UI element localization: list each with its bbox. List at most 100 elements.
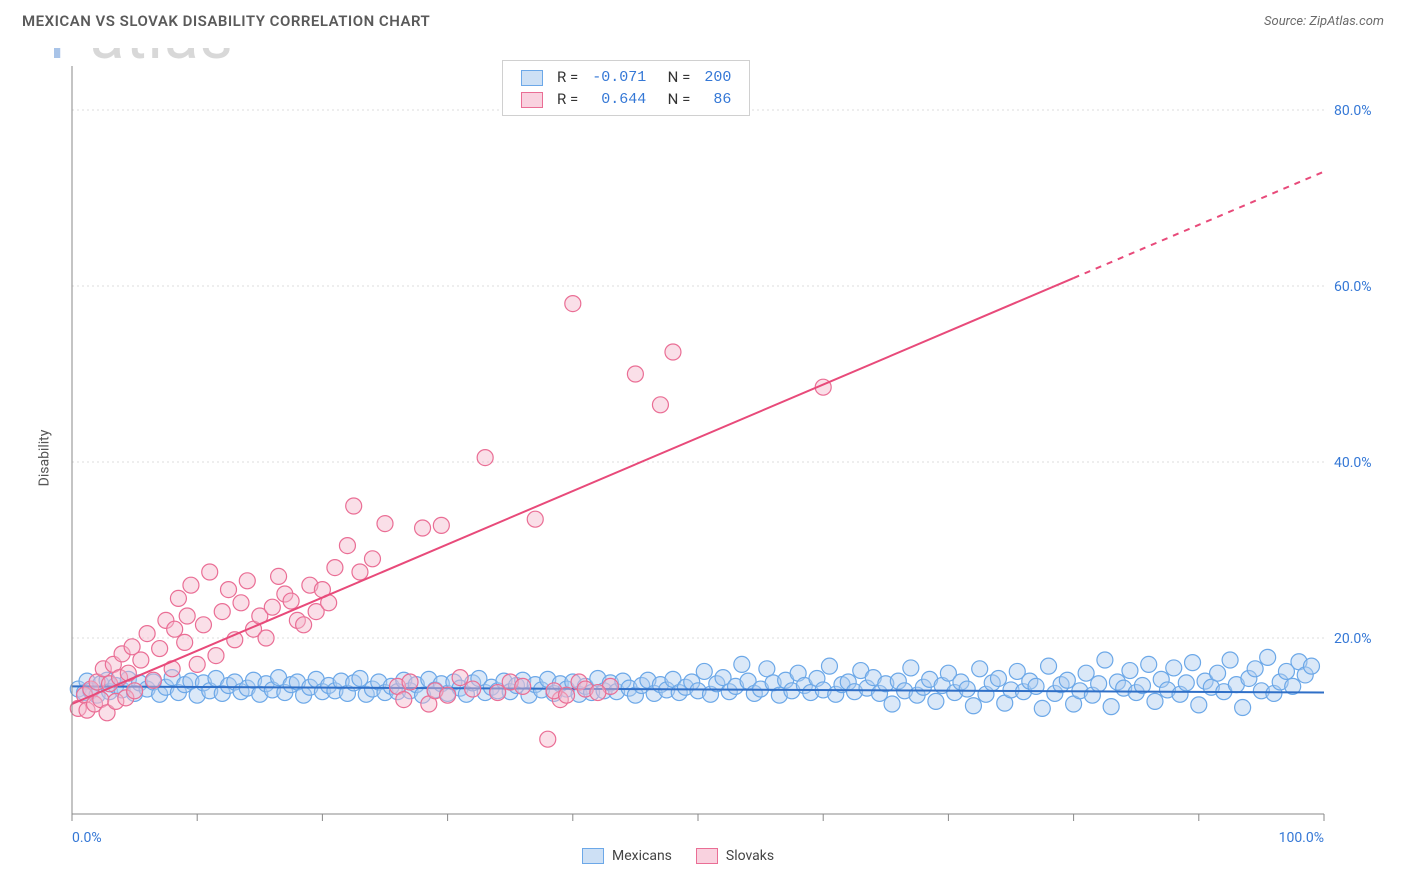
data-point (1260, 649, 1276, 665)
data-point (239, 573, 255, 589)
chart-container: Disability 20.0%40.0%60.0%80.0%0.0%100.0… (22, 48, 1384, 868)
data-point (221, 582, 237, 598)
data-point (214, 604, 230, 620)
legend-row: R =-0.071 N =200 (515, 67, 737, 87)
data-point (327, 560, 343, 576)
legend-n-value: 86 (698, 89, 737, 109)
scatter-plot: 20.0%40.0%60.0%80.0%0.0%100.0% ZIPatlas (54, 48, 1384, 868)
data-point (1303, 658, 1319, 674)
data-point (377, 516, 393, 532)
series-legend: Mexicans Slovaks (582, 848, 774, 864)
legend-swatch (521, 92, 543, 108)
legend-n-label: N = (654, 89, 696, 109)
data-point (145, 672, 161, 688)
data-point (665, 344, 681, 360)
data-point (627, 366, 643, 382)
legend-r-label: R = (551, 89, 584, 109)
data-point (559, 687, 575, 703)
x-min-label: 0.0% (72, 830, 102, 846)
data-point (1178, 675, 1194, 691)
legend-r-label: R = (551, 67, 584, 87)
legend-n-value: 200 (698, 67, 737, 87)
data-point (264, 599, 280, 615)
data-point (1210, 665, 1226, 681)
data-point (696, 663, 712, 679)
legend-swatch (582, 848, 604, 864)
data-point (139, 626, 155, 642)
data-point (177, 634, 193, 650)
chart-title: MEXICAN VS SLOVAK DISABILITY CORRELATION… (22, 12, 430, 30)
chart-header: MEXICAN VS SLOVAK DISABILITY CORRELATION… (0, 0, 1406, 38)
data-point (1222, 652, 1238, 668)
legend-row: R =0.644 N =86 (515, 89, 737, 109)
data-point (402, 674, 418, 690)
data-point (296, 617, 312, 633)
data-point (440, 687, 456, 703)
correlation-legend: R =-0.071 N =200R =0.644 N =86 (502, 60, 750, 116)
data-point (152, 641, 168, 657)
data-point (959, 681, 975, 697)
series-legend-label: Slovaks (726, 848, 774, 864)
data-point (1041, 658, 1057, 674)
data-point (120, 665, 136, 681)
data-point (127, 683, 143, 699)
data-point (283, 593, 299, 609)
data-point (179, 608, 195, 624)
y-tick-label: 60.0% (1334, 279, 1372, 295)
data-point (208, 648, 224, 664)
data-point (1147, 693, 1163, 709)
data-point (271, 568, 287, 584)
data-point (903, 660, 919, 676)
series-legend-label: Mexicans (612, 848, 672, 864)
data-point (1166, 660, 1182, 676)
data-point (133, 652, 149, 668)
data-point (565, 296, 581, 312)
data-point (233, 595, 249, 611)
y-axis-label: Disability (36, 430, 52, 487)
y-tick-label: 80.0% (1334, 103, 1372, 119)
data-point (364, 551, 380, 567)
data-point (170, 590, 186, 606)
data-point (821, 658, 837, 674)
data-point (433, 517, 449, 533)
y-tick-label: 20.0% (1334, 631, 1372, 647)
data-point (465, 681, 481, 697)
data-point (258, 630, 274, 646)
data-point (396, 692, 412, 708)
data-point (515, 678, 531, 694)
data-point (928, 693, 944, 709)
data-point (1141, 656, 1157, 672)
data-point (990, 670, 1006, 686)
y-tick-label: 40.0% (1334, 455, 1372, 471)
data-point (652, 397, 668, 413)
data-point (1122, 663, 1138, 679)
data-point (477, 450, 493, 466)
chart-source: Source: ZipAtlas.com (1264, 14, 1384, 29)
watermark: ZIPatlas (54, 48, 234, 74)
data-point (590, 685, 606, 701)
data-point (167, 621, 183, 637)
data-point (346, 498, 362, 514)
data-point (1097, 652, 1113, 668)
legend-r-value: -0.071 (586, 67, 652, 87)
data-point (965, 698, 981, 714)
legend-swatch (696, 848, 718, 864)
data-point (1191, 697, 1207, 713)
data-point (202, 564, 218, 580)
trend-line-dashed (1074, 172, 1324, 278)
data-point (195, 617, 211, 633)
data-point (972, 661, 988, 677)
data-point (189, 656, 205, 672)
data-point (352, 564, 368, 580)
data-point (884, 696, 900, 712)
data-point (527, 511, 543, 527)
data-point (183, 577, 199, 593)
data-point (1235, 700, 1251, 716)
data-point (1034, 700, 1050, 716)
legend-swatch (521, 70, 543, 86)
data-point (452, 670, 468, 686)
trend-line (72, 278, 1074, 704)
data-point (339, 538, 355, 554)
legend-n-label: N = (654, 67, 696, 87)
series-legend-item: Mexicans (582, 848, 672, 864)
